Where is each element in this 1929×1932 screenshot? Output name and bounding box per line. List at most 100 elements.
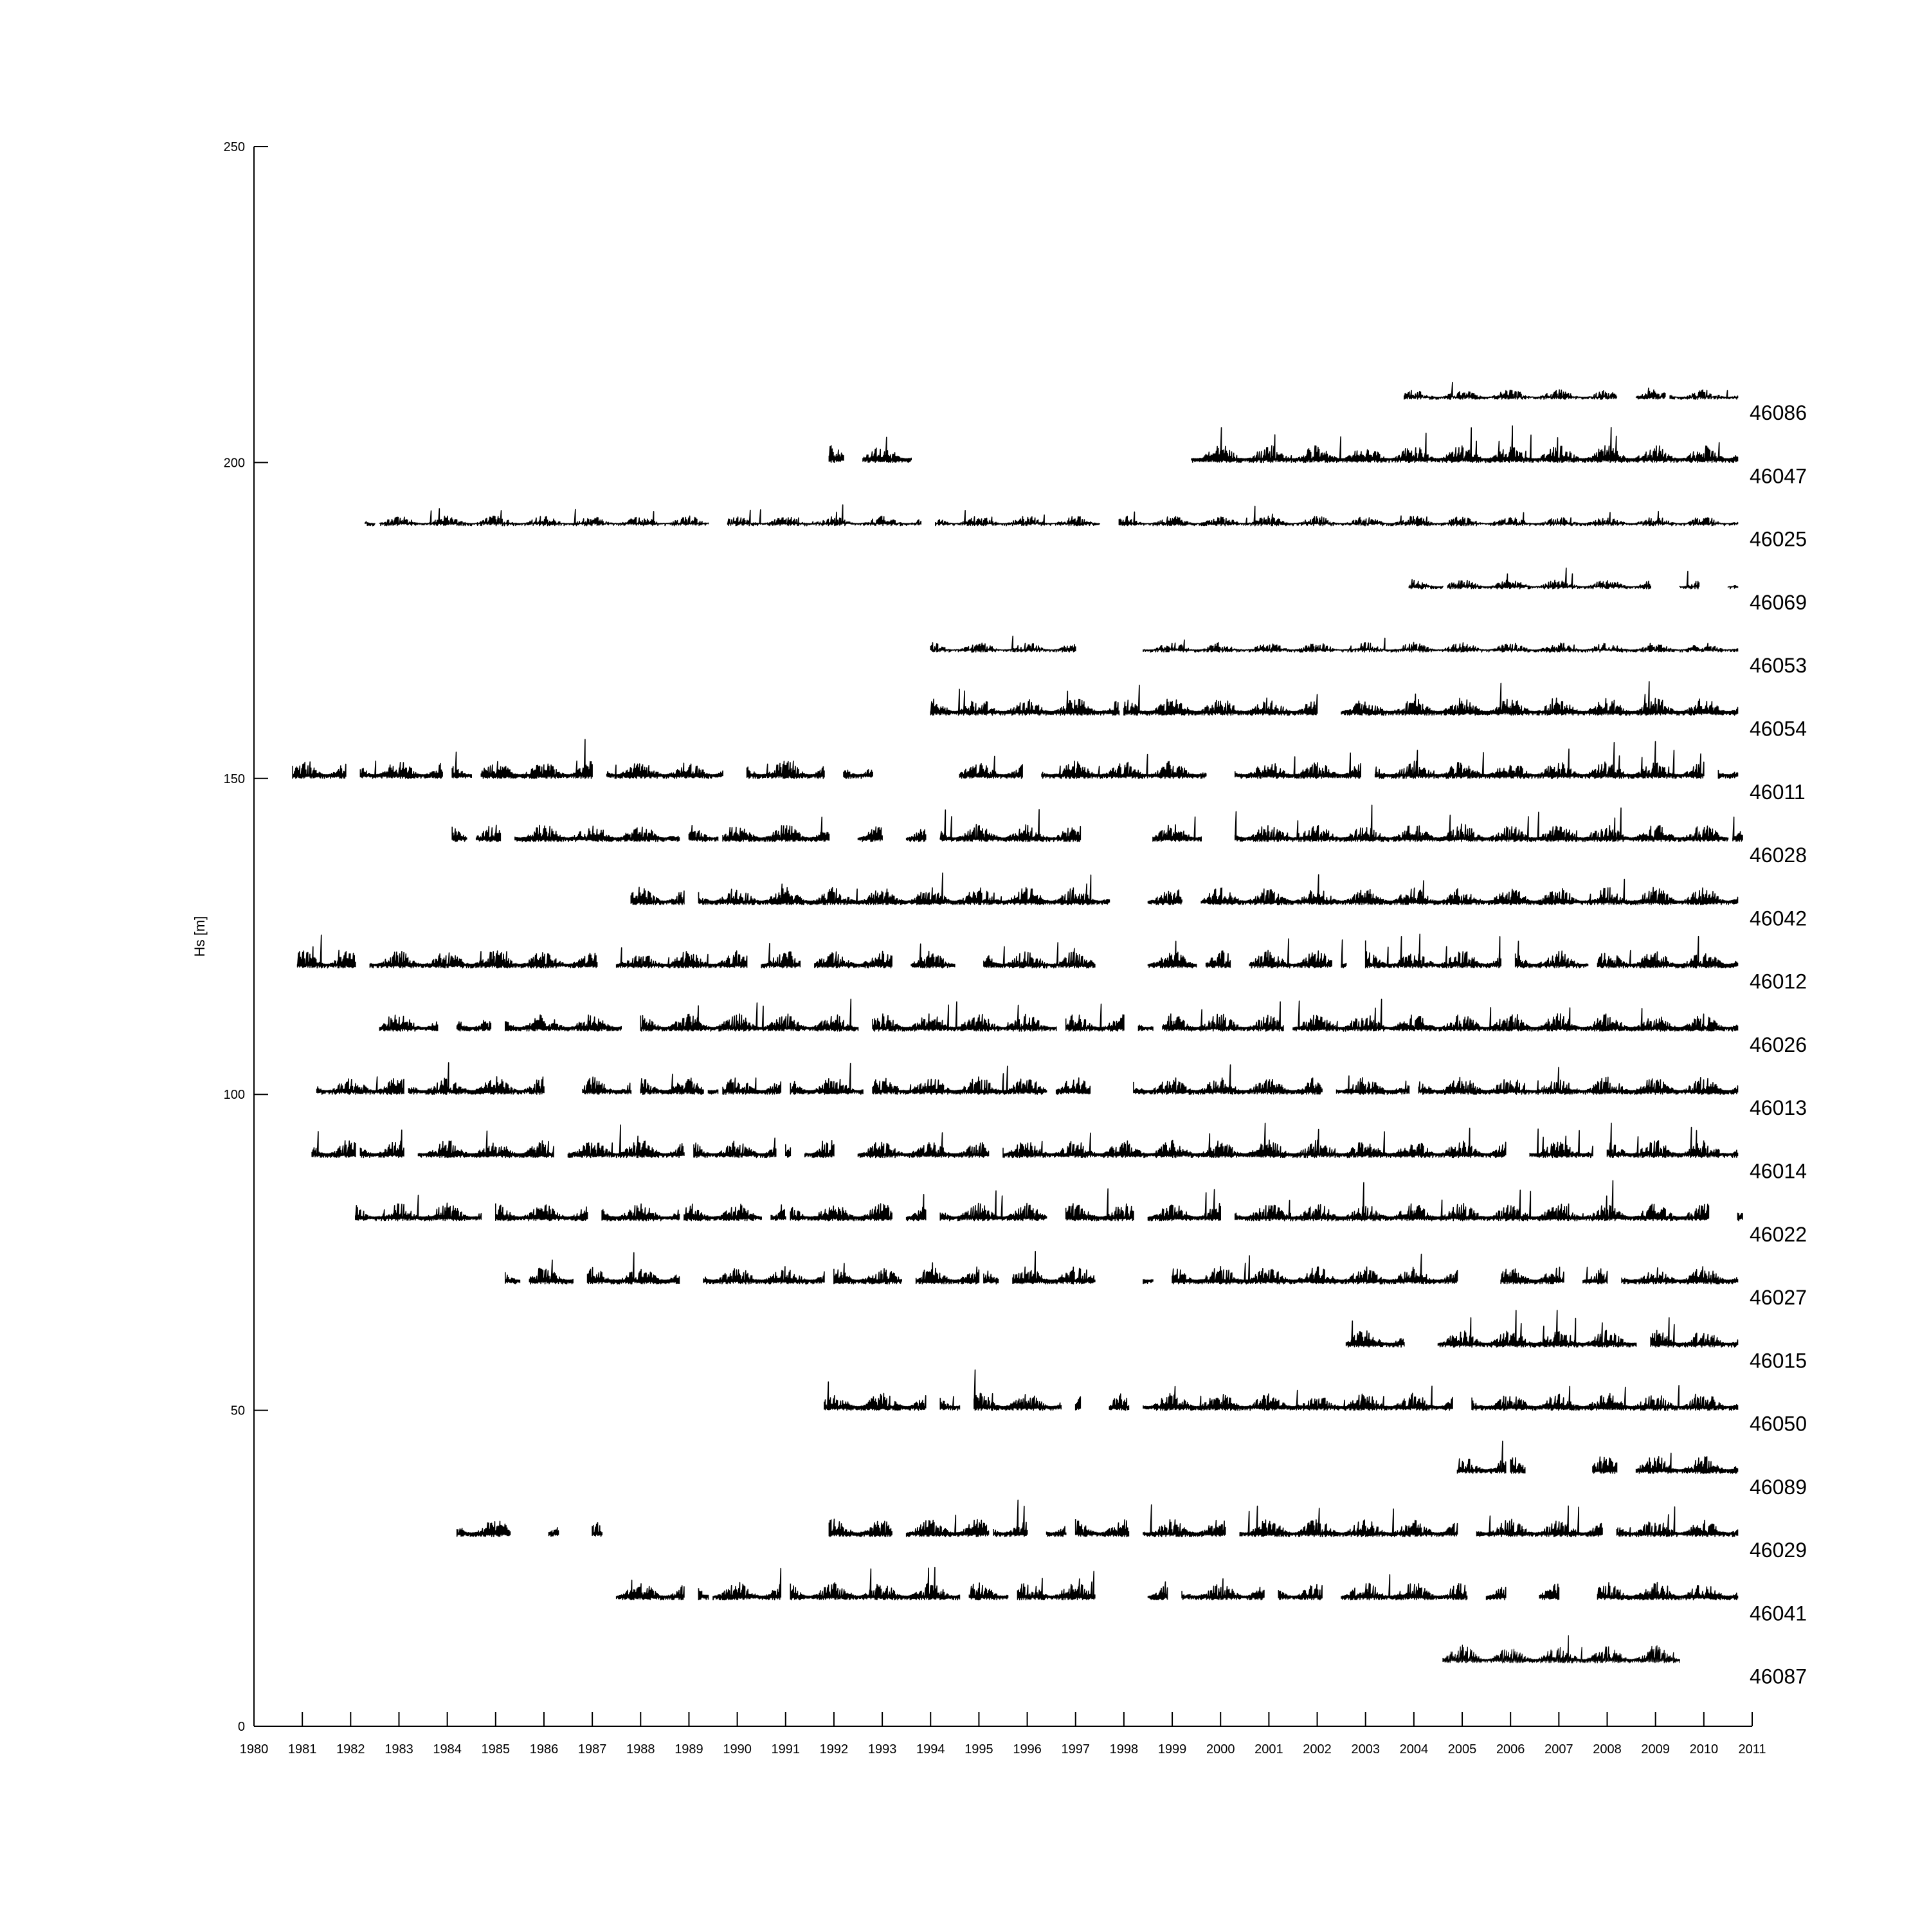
series-segment (1239, 1505, 1458, 1537)
series-segment (843, 769, 873, 779)
series-segment (1621, 1266, 1739, 1285)
series-segment (833, 1263, 902, 1285)
series-segment (1341, 939, 1347, 969)
series-segment (592, 1522, 603, 1537)
x-tick-label: 2005 (1448, 1742, 1477, 1756)
series-segment (1292, 998, 1739, 1032)
x-tick-label: 1984 (433, 1742, 462, 1756)
series-segment (1065, 1188, 1134, 1222)
series-segment (379, 1015, 439, 1032)
series-46087 (1442, 1635, 1680, 1664)
series-segment (1500, 1267, 1564, 1285)
series-segment (993, 1499, 1028, 1537)
series-segment (1679, 570, 1700, 590)
x-tick-label: 1990 (723, 1742, 752, 1756)
station-label-46087: 46087 (1750, 1665, 1807, 1688)
station-label-46053: 46053 (1750, 654, 1807, 677)
series-segment (707, 1089, 719, 1095)
series-segment (292, 761, 347, 779)
series-segment (1737, 1213, 1743, 1222)
series-segment (785, 1144, 792, 1158)
series-segment (369, 950, 598, 969)
series-segment (1418, 1067, 1739, 1095)
series-segment (1717, 770, 1739, 779)
series-segment (1065, 1003, 1125, 1032)
y-axis-label: Hs [m] (192, 916, 208, 957)
series-46011 (292, 739, 1739, 779)
series-segment (1109, 1393, 1130, 1411)
series-segment (1597, 1582, 1739, 1601)
series-segment (586, 1252, 680, 1285)
series-segment (1137, 1024, 1154, 1031)
series-segment (1017, 1571, 1096, 1601)
x-tick-label: 2001 (1254, 1742, 1283, 1756)
series-segment (1191, 425, 1739, 464)
series-segment (630, 887, 685, 906)
series-segment (316, 1076, 404, 1095)
series-segment (761, 943, 801, 969)
station-labels: 46087 46041 46029 46089 46050 46015 46027 46022… (1750, 401, 1807, 1688)
y-tick-label: 0 (238, 1720, 245, 1734)
series-segment (582, 1076, 632, 1095)
series-segment (1147, 941, 1197, 969)
series-segment (930, 635, 1076, 653)
series-layer (292, 381, 1743, 1664)
series-segment (354, 1195, 482, 1222)
series-46069 (1408, 567, 1739, 590)
series-segment (359, 761, 443, 779)
series-segment (1539, 1584, 1560, 1600)
x-tick-label: 2002 (1303, 1742, 1332, 1756)
station-label-46011: 46011 (1750, 781, 1806, 804)
series-segment (1485, 1587, 1507, 1601)
series-46015 (1345, 1310, 1739, 1348)
x-tick-label: 2006 (1496, 1742, 1525, 1756)
x-tick-label: 1991 (772, 1742, 801, 1756)
series-segment (703, 1266, 825, 1285)
series-segment (905, 1514, 990, 1537)
series-segment (1235, 1180, 1710, 1222)
series-46029 (456, 1499, 1739, 1537)
series-segment (872, 1065, 1047, 1095)
x-tick-label: 1980 (240, 1742, 269, 1756)
station-label-46029: 46029 (1750, 1539, 1807, 1562)
series-segment (1476, 1505, 1603, 1537)
station-label-46054: 46054 (1750, 718, 1807, 741)
x-tick-label: 2009 (1641, 1742, 1670, 1756)
series-segment (1341, 1574, 1468, 1601)
station-label-46013: 46013 (1750, 1096, 1807, 1119)
series-segment (1200, 874, 1739, 906)
series-46026 (379, 998, 1739, 1032)
station-label-46027: 46027 (1750, 1286, 1807, 1309)
series-segment (1529, 1128, 1593, 1159)
series-segment (640, 998, 859, 1032)
series-segment (684, 1204, 762, 1222)
series-segment (1205, 950, 1231, 969)
series-46053 (930, 635, 1739, 653)
series-segment (1635, 1452, 1739, 1474)
series-segment (475, 824, 502, 842)
series-segment (1345, 1320, 1405, 1348)
series-46042 (630, 872, 1739, 906)
x-tick-label: 2007 (1544, 1742, 1573, 1756)
x-tick-label: 1997 (1061, 1742, 1090, 1756)
series-segment (359, 1129, 404, 1159)
series-46025 (365, 504, 1739, 527)
series-segment (1404, 381, 1618, 400)
series-segment (790, 1566, 961, 1601)
x-tick-label: 1989 (675, 1742, 703, 1756)
series-segment (365, 521, 376, 527)
series-segment (311, 1131, 356, 1158)
series-segment (1616, 1506, 1739, 1537)
y-tick-label: 250 (224, 140, 245, 154)
series-segment (1143, 1504, 1226, 1537)
x-tick-label: 2010 (1690, 1742, 1719, 1756)
x-ticks: 1980 1981 1982 1983 1984 1985 1986 1987 1988 1989… (240, 1712, 1766, 1756)
x-tick-label: 1983 (385, 1742, 413, 1756)
series-46050 (824, 1369, 1739, 1411)
series-segment (727, 504, 921, 527)
x-tick-label: 1982 (336, 1742, 365, 1756)
series-segment (1592, 1456, 1618, 1474)
series-segment (1442, 1635, 1680, 1664)
x-tick-label: 2000 (1206, 1742, 1235, 1756)
series-segment (693, 1137, 777, 1159)
